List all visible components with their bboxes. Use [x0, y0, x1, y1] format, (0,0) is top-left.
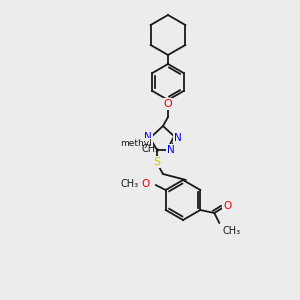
Text: O: O	[164, 99, 172, 109]
Text: CH₃: CH₃	[222, 226, 240, 236]
Text: methyl: methyl	[120, 139, 152, 148]
Text: CH₃: CH₃	[121, 179, 139, 189]
Text: O: O	[223, 201, 231, 211]
Text: S: S	[153, 157, 161, 167]
Text: N: N	[174, 133, 182, 143]
Text: N: N	[167, 145, 175, 155]
Text: O: O	[142, 179, 150, 189]
Text: N: N	[144, 132, 152, 142]
Text: CH₃: CH₃	[141, 144, 159, 154]
